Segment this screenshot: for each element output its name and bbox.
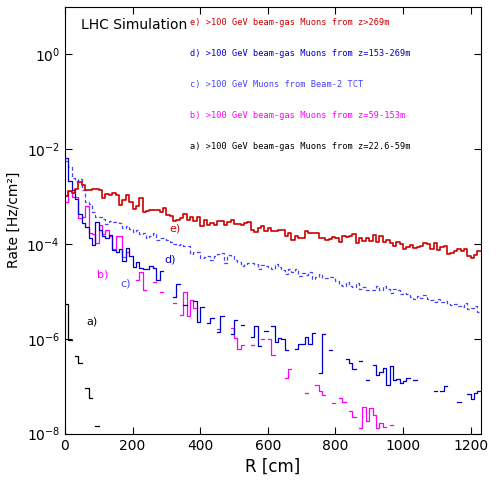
Text: c) >100 GeV Muons from Beam-2 TCT: c) >100 GeV Muons from Beam-2 TCT [189,80,363,89]
Y-axis label: Rate [Hz/cm²]: Rate [Hz/cm²] [7,172,21,269]
Text: LHC Simulation: LHC Simulation [81,17,188,31]
X-axis label: R [cm]: R [cm] [245,458,301,476]
Text: d) >100 GeV beam-gas Muons from z=153-269m: d) >100 GeV beam-gas Muons from z=153-26… [189,49,410,58]
Text: e): e) [170,224,181,234]
Text: b): b) [97,269,108,279]
Text: b) >100 GeV beam-gas Muons from z=59-153m: b) >100 GeV beam-gas Muons from z=59-153… [189,111,405,120]
Text: e) >100 GeV beam-gas Muons from z>269m: e) >100 GeV beam-gas Muons from z>269m [189,17,389,27]
Text: d): d) [165,255,176,265]
Text: c): c) [121,278,131,288]
Text: a) >100 GeV beam-gas Muons from z=22.6-59m: a) >100 GeV beam-gas Muons from z=22.6-5… [189,142,410,151]
Text: a): a) [87,316,98,327]
